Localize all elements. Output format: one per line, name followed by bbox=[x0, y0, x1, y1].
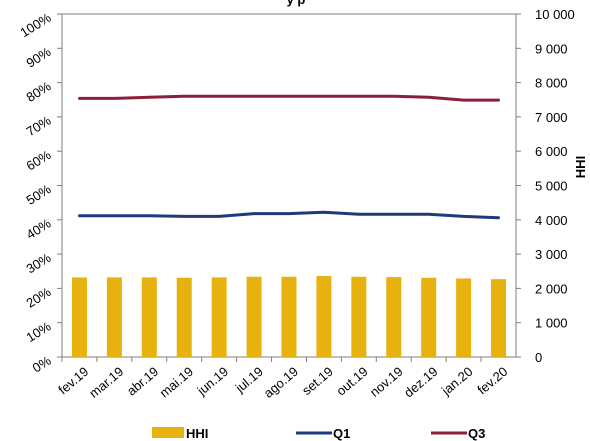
x-tick-label: jul.19 bbox=[232, 364, 266, 396]
hhi-bar bbox=[106, 277, 122, 357]
x-tick-label: out.19 bbox=[333, 364, 370, 399]
hhi-bar bbox=[316, 276, 332, 357]
hhi-bar bbox=[141, 277, 157, 357]
series-line-q3 bbox=[78, 94, 500, 102]
x-tick-label: mai.19 bbox=[157, 364, 197, 401]
y-right-tick-label: 10 000 bbox=[535, 7, 575, 22]
y-left-tick-label: 10% bbox=[24, 318, 54, 345]
hhi-bar bbox=[71, 277, 87, 357]
y-right-tick-label: 3 000 bbox=[535, 247, 568, 262]
x-tick-label: nov.19 bbox=[367, 364, 406, 400]
x-tick-label: set.19 bbox=[299, 364, 336, 398]
y-right-tick-label: 9 000 bbox=[535, 41, 568, 56]
hhi-bar bbox=[386, 277, 402, 357]
chart-title: y p bbox=[287, 0, 306, 7]
hhi-bar bbox=[211, 277, 227, 357]
y-left-tick-label: 80% bbox=[24, 78, 54, 105]
series-line-q1 bbox=[78, 210, 500, 220]
hhi-bar bbox=[176, 277, 192, 357]
legend-q1-label: Q1 bbox=[333, 426, 350, 441]
legend-q3-label: Q3 bbox=[468, 426, 485, 441]
hhi-bar bbox=[421, 277, 437, 357]
y-right-tick-label: 2 000 bbox=[535, 281, 568, 296]
y-left-tick-label: 90% bbox=[24, 44, 54, 71]
hhi-bar bbox=[281, 276, 297, 357]
y-right-tick-label: 8 000 bbox=[535, 76, 568, 91]
y-right-tick-label: 7 000 bbox=[535, 110, 568, 125]
hhi-bar bbox=[456, 278, 472, 357]
hhi-bar bbox=[246, 276, 262, 357]
x-tick-label: ago.19 bbox=[261, 364, 301, 401]
x-tick-label: jan.20 bbox=[438, 364, 476, 399]
x-tick-label: mar.19 bbox=[86, 364, 126, 401]
y-right-tick-label: 5 000 bbox=[535, 179, 568, 194]
y-left-tick-label: 60% bbox=[24, 147, 54, 174]
x-tick-label: fev.20 bbox=[474, 364, 510, 398]
y-left-tick-label: 30% bbox=[24, 250, 54, 277]
hhi-bar bbox=[491, 279, 507, 357]
y-right-tick-label: 1 000 bbox=[535, 316, 568, 331]
x-tick-label: dez.19 bbox=[401, 364, 441, 401]
x-tick-label: abr.19 bbox=[124, 364, 161, 399]
hhi-bar bbox=[351, 276, 367, 357]
y-left-tick-label: 100% bbox=[17, 10, 54, 41]
legend-hhi-swatch bbox=[152, 427, 184, 438]
y-left-tick-label: 50% bbox=[24, 181, 54, 208]
y-left-tick-label: 70% bbox=[24, 112, 54, 139]
y-left-tick-label: 0% bbox=[30, 353, 54, 376]
plot-area: 0% 10% 20% 30% 40% 50% 60% 70% 80% 90% 100% 0 1 000 2… bbox=[17, 7, 588, 441]
y-left-tick-label: 20% bbox=[24, 284, 54, 311]
legend-hhi-label: HHI bbox=[186, 426, 208, 441]
y-right-tick-label: 4 000 bbox=[535, 213, 568, 228]
y-right-tick-label: 0 bbox=[535, 350, 542, 365]
y-right-tick-label: 6 000 bbox=[535, 144, 568, 159]
y-right-axis-title: HHI bbox=[573, 156, 588, 178]
x-tick-label: jun.19 bbox=[194, 364, 232, 399]
x-tick-label: fev.19 bbox=[55, 364, 91, 398]
y-left-tick-label: 40% bbox=[24, 215, 54, 242]
